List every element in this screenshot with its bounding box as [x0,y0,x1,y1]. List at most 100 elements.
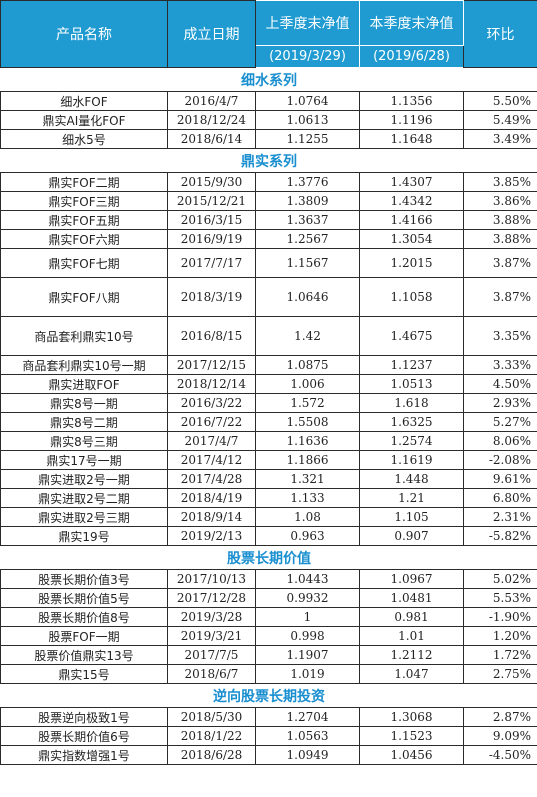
product-name-cell: 鼎实进取2号一期 [0,469,168,489]
product-name-cell: 鼎实8号三期 [0,431,168,451]
established-date-cell: 2017/4/12 [167,450,256,470]
product-name-cell: 商品套利鼎实10号一期 [0,355,168,375]
qoq-cell: 1.20% [463,626,537,646]
product-name-cell: 鼎实进取FOF [0,374,168,394]
qoq-cell: 3.35% [463,316,537,356]
table-row: 鼎实FOF五期 2016/3/15 1.3637 1.4166 3.88% [0,210,537,230]
this-quarter-nav-cell: 1.1237 [359,355,464,375]
table-row: 商品套利鼎实10号一期 2017/12/15 1.0875 1.1237 3.33% [0,355,537,375]
established-date-cell: 2017/12/28 [167,588,256,608]
last-quarter-nav-cell: 1.3809 [255,191,360,211]
product-name-cell: 鼎实FOF六期 [0,229,168,249]
qoq-cell: 2.93% [463,393,537,413]
table-row: 股票价值鼎实13号 2017/7/5 1.1907 1.2112 1.72% [0,645,537,665]
this-quarter-nav-cell: 1.4675 [359,316,464,356]
product-name-cell: 鼎实19号 [0,526,168,546]
product-name-cell: 股票长期价值8号 [0,607,168,627]
last-quarter-nav-cell: 1.08 [255,507,360,527]
product-name-cell: 鼎实FOF三期 [0,191,168,211]
table-row: 股票长期价值6号 2018/1/22 1.0563 1.1523 9.09% [0,726,537,746]
this-quarter-nav-cell: 1.3054 [359,229,464,249]
header-last-quarter-date: (2019/3/29) [255,44,360,69]
established-date-cell: 2018/9/14 [167,507,256,527]
last-quarter-nav-cell: 1.2704 [255,707,360,727]
product-name-cell: 鼎实进取2号三期 [0,507,168,527]
this-quarter-nav-cell: 1.2015 [359,248,464,278]
this-quarter-nav-cell: 1.1619 [359,450,464,470]
product-name-cell: 细水5号 [0,129,168,149]
last-quarter-nav-cell: 1.1636 [255,431,360,451]
header-product: 产品名称 [0,0,168,68]
product-name-cell: 细水FOF [0,91,168,111]
table-row: 股票FOF一期 2019/3/21 0.998 1.01 1.20% [0,626,537,646]
last-quarter-nav-cell: 1.2567 [255,229,360,249]
this-quarter-nav-cell: 1.1356 [359,91,464,111]
header-established: 成立日期 [167,0,256,68]
qoq-cell: 2.31% [463,507,537,527]
established-date-cell: 2018/1/22 [167,726,256,746]
table-row: 鼎实19号 2019/2/13 0.963 0.907 -5.82% [0,526,537,546]
last-quarter-nav-cell: 1.0764 [255,91,360,111]
qoq-cell: 3.85% [463,172,537,192]
table-row: 细水FOF 2016/4/7 1.0764 1.1356 5.50% [0,91,537,111]
qoq-cell: 9.09% [463,726,537,746]
header-last-quarter: 上季度末净值 [255,0,360,46]
this-quarter-nav-cell: 1.4307 [359,172,464,192]
table-row: 鼎实FOF六期 2016/9/19 1.2567 1.3054 3.88% [0,229,537,249]
table-row: 鼎实8号二期 2016/7/22 1.5508 1.6325 5.27% [0,412,537,432]
table-row: 鼎实进取2号一期 2017/4/28 1.321 1.448 9.61% [0,469,537,489]
qoq-cell: 3.88% [463,229,537,249]
qoq-cell: 1.72% [463,645,537,665]
this-quarter-nav-cell: 1.0456 [359,745,464,765]
last-quarter-nav-cell: 1.42 [255,316,360,356]
last-quarter-nav-cell: 1.572 [255,393,360,413]
header-this-quarter-date: (2019/6/28) [359,44,464,69]
established-date-cell: 2019/3/28 [167,607,256,627]
table-row: 鼎实8号三期 2017/4/7 1.1636 1.2574 8.06% [0,431,537,451]
last-quarter-nav-cell: 1.321 [255,469,360,489]
table-row: 鼎实FOF八期 2018/3/19 1.0646 1.1058 3.87% [0,277,537,317]
qoq-cell: 5.49% [463,110,537,130]
qoq-cell: 3.88% [463,210,537,230]
product-name-cell: 鼎实15号 [0,664,168,684]
this-quarter-nav-cell: 1.448 [359,469,464,489]
section-title: 股票长期价值 [0,545,537,570]
last-quarter-nav-cell: 1 [255,607,360,627]
last-quarter-nav-cell: 1.0875 [255,355,360,375]
product-name-cell: 鼎实8号二期 [0,412,168,432]
table-row: 鼎实AI量化FOF 2018/12/24 1.0613 1.1196 5.49% [0,110,537,130]
established-date-cell: 2018/6/14 [167,129,256,149]
this-quarter-nav-cell: 1.0513 [359,374,464,394]
last-quarter-nav-cell: 1.0949 [255,745,360,765]
established-date-cell: 2017/4/28 [167,469,256,489]
qoq-cell: 6.80% [463,488,537,508]
last-quarter-nav-cell: 0.963 [255,526,360,546]
product-name-cell: 鼎实17号一期 [0,450,168,470]
this-quarter-nav-cell: 0.981 [359,607,464,627]
table-row: 鼎实进取FOF 2018/12/14 1.006 1.0513 4.50% [0,374,537,394]
product-name-cell: 股票FOF一期 [0,626,168,646]
section-title: 细水系列 [0,67,537,92]
this-quarter-nav-cell: 1.618 [359,393,464,413]
header-qoq: 环比 [463,0,537,68]
qoq-cell: 5.27% [463,412,537,432]
qoq-cell: -2.08% [463,450,537,470]
established-date-cell: 2016/3/15 [167,210,256,230]
established-date-cell: 2016/4/7 [167,91,256,111]
this-quarter-nav-cell: 1.0967 [359,569,464,589]
qoq-cell: 2.87% [463,707,537,727]
product-name-cell: 股票长期价值5号 [0,588,168,608]
last-quarter-nav-cell: 1.133 [255,488,360,508]
last-quarter-nav-cell: 1.1866 [255,450,360,470]
established-date-cell: 2018/4/19 [167,488,256,508]
established-date-cell: 2016/8/15 [167,316,256,356]
established-date-cell: 2018/5/30 [167,707,256,727]
established-date-cell: 2017/7/5 [167,645,256,665]
product-name-cell: 鼎实FOF八期 [0,277,168,317]
established-date-cell: 2018/12/14 [167,374,256,394]
qoq-cell: 3.33% [463,355,537,375]
this-quarter-nav-cell: 1.4342 [359,191,464,211]
product-name-cell: 股票价值鼎实13号 [0,645,168,665]
last-quarter-nav-cell: 1.3637 [255,210,360,230]
qoq-cell: 8.06% [463,431,537,451]
